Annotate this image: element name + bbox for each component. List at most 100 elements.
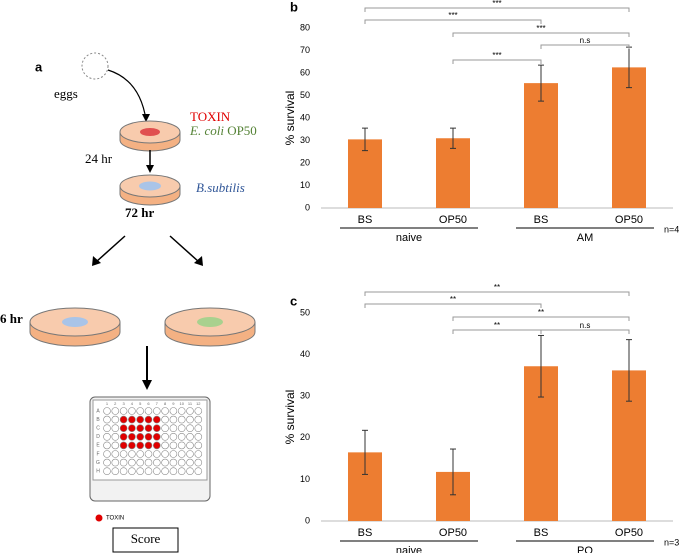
- well: [128, 458, 136, 467]
- toxin-well: [144, 441, 153, 450]
- score-box: [112, 527, 179, 553]
- toxin-well: [144, 424, 153, 433]
- toxin-well: [136, 432, 144, 441]
- x-tick-label: BS: [534, 527, 549, 539]
- plate-col-label: 9: [172, 401, 175, 406]
- significance-bracket: [452, 59, 542, 64]
- y-tick-label: 20: [300, 432, 310, 442]
- plate-col-label: 2: [114, 401, 117, 406]
- significance-bracket: [452, 329, 542, 334]
- significance-bracket: [364, 7, 630, 12]
- plate-col-label: 5: [139, 401, 142, 406]
- well: [194, 450, 203, 458]
- well: [169, 407, 178, 415]
- x-tick-label: BS: [534, 214, 549, 226]
- toxin-well: [119, 432, 128, 441]
- bacteria-lawn: [197, 317, 223, 327]
- arrow: [169, 235, 200, 263]
- y-tick-label: 70: [300, 45, 310, 55]
- well: [186, 450, 194, 458]
- eggs-label: eggs: [54, 86, 78, 101]
- y-tick-label: 30: [300, 135, 310, 145]
- plate-col-label: 8: [164, 401, 167, 406]
- well: [161, 415, 169, 424]
- well: [161, 432, 169, 441]
- well: [144, 458, 153, 467]
- arrow-head: [92, 256, 101, 266]
- group-label: naive: [396, 545, 422, 553]
- well: [169, 441, 178, 450]
- well: [103, 450, 111, 458]
- time-label: 6 hr: [0, 311, 23, 326]
- y-axis-title: % survival: [283, 91, 297, 146]
- well: [111, 424, 120, 433]
- error-bar: [450, 127, 456, 149]
- plate-col-label: 12: [196, 401, 201, 406]
- well: [161, 424, 169, 433]
- well: [111, 415, 120, 424]
- y-tick-label: 50: [300, 307, 310, 317]
- well: [169, 467, 178, 476]
- error-bar: [450, 448, 456, 496]
- x-tick-label: OP50: [615, 527, 643, 539]
- well: [153, 407, 161, 415]
- toxin-well: [136, 424, 144, 433]
- toxin-well: [153, 441, 161, 450]
- well: [177, 424, 186, 433]
- well: [144, 407, 153, 415]
- significance-bracket: [540, 329, 630, 334]
- toxin-well: [128, 432, 136, 441]
- time-label: 24 hr: [85, 151, 113, 166]
- toxin-well: [153, 424, 161, 433]
- x-tick-label: OP50: [615, 214, 643, 226]
- well: [128, 450, 136, 458]
- well: [186, 467, 194, 476]
- y-tick-label: 20: [300, 157, 310, 167]
- plate-row-label: D: [96, 434, 100, 440]
- group-label: AM: [577, 232, 594, 244]
- well: [144, 467, 153, 476]
- well: [128, 407, 136, 415]
- well: [194, 441, 203, 450]
- significance-bracket: [364, 19, 542, 24]
- well: [169, 424, 178, 433]
- well: [186, 458, 194, 467]
- well: [194, 458, 203, 467]
- well: [119, 467, 128, 476]
- well: [119, 407, 128, 415]
- plate-row-label: C: [96, 426, 100, 432]
- error-bar: [362, 429, 368, 475]
- well: [186, 415, 194, 424]
- well: [111, 450, 120, 458]
- well: [128, 467, 136, 476]
- ecoli-strain: OP50: [227, 123, 257, 138]
- bacteria-lawn: [62, 317, 88, 327]
- significance-label: ***: [492, 51, 501, 60]
- plate-legend: TOXIN: [106, 516, 124, 522]
- error-bar: [362, 127, 368, 152]
- well: [153, 467, 161, 476]
- toxin-well: [136, 441, 144, 450]
- well: [186, 407, 194, 415]
- panel-label: c: [290, 293, 297, 308]
- bar: [524, 83, 558, 208]
- significance-bracket: [452, 32, 630, 37]
- significance-label: ***: [536, 24, 545, 33]
- y-tick-label: 0: [305, 202, 310, 212]
- well: [161, 450, 169, 458]
- y-tick-label: 10: [300, 474, 310, 484]
- plate-row-label: B: [96, 417, 100, 423]
- bar: [436, 138, 470, 208]
- well: [177, 458, 186, 467]
- well: [136, 458, 144, 467]
- y-tick-label: 50: [300, 90, 310, 100]
- significance-label: **: [494, 283, 500, 292]
- x-tick-label: BS: [358, 214, 373, 226]
- arrow-head: [142, 380, 152, 390]
- plate-col-label: 7: [156, 401, 159, 406]
- ecoli-italic: E. coli: [189, 123, 224, 138]
- significance-label: **: [494, 321, 500, 330]
- well: [103, 458, 111, 467]
- plate-col-label: 3: [122, 401, 125, 406]
- plate-row-label: F: [96, 451, 99, 457]
